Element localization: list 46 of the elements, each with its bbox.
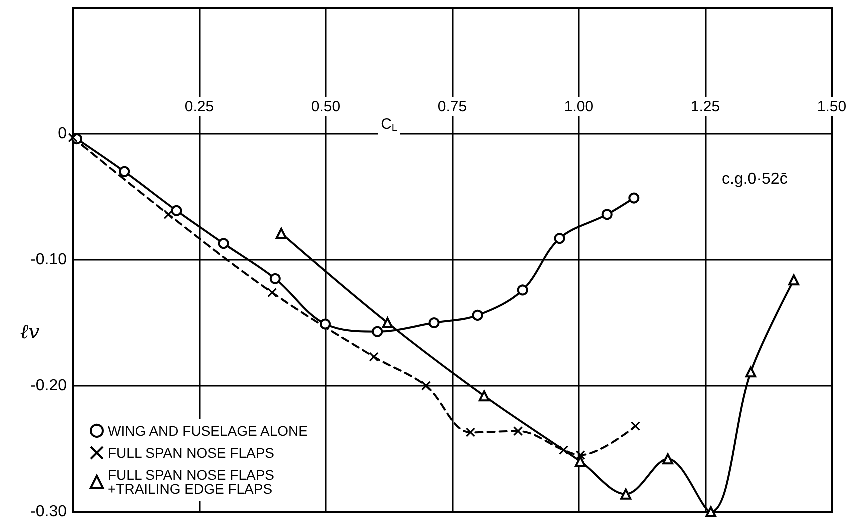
annotation: c.g.0·52c̄ — [722, 170, 788, 188]
point — [218, 238, 230, 250]
point — [119, 166, 130, 178]
y-tick-label: 0 — [58, 126, 68, 142]
y-axis-title: ℓv — [20, 320, 41, 344]
point — [472, 310, 484, 321]
point — [620, 488, 632, 500]
point — [788, 274, 800, 286]
point — [706, 506, 717, 518]
point — [576, 450, 586, 460]
point — [428, 318, 440, 328]
legend-label: FULL SPAN NOSE FLAPS — [108, 445, 274, 461]
point — [630, 422, 640, 432]
legend-label: WING AND FUSELAGE ALONE — [108, 423, 308, 439]
point — [662, 454, 674, 465]
x-tick-label: 1.50 — [817, 98, 847, 116]
point — [513, 426, 524, 436]
point — [575, 456, 586, 468]
point — [320, 318, 331, 330]
x-tick-label: 1.00 — [564, 98, 594, 116]
point — [270, 273, 281, 284]
legend-label: FULL SPAN NOSE FLAPS +TRAILING EDGE FLAPS — [108, 467, 274, 497]
point — [478, 390, 490, 402]
point — [171, 205, 182, 216]
point — [554, 233, 566, 244]
point — [369, 352, 379, 362]
point — [421, 381, 431, 391]
point — [382, 318, 394, 328]
y-tick-label: -0.30 — [30, 504, 68, 520]
x-tick-label: 0.75 — [438, 98, 468, 116]
y-tick-label: -0.10 — [30, 252, 68, 268]
point — [164, 210, 174, 220]
point — [746, 366, 757, 378]
y-tick-label: -0.20 — [30, 378, 68, 394]
x-tick-label: 0.50 — [311, 98, 341, 116]
point — [628, 192, 640, 204]
point — [68, 132, 78, 143]
point — [602, 209, 613, 220]
point — [466, 428, 476, 438]
point — [372, 326, 384, 338]
point — [268, 288, 278, 298]
point — [276, 228, 287, 240]
x-tick-label: 0.25 — [184, 98, 214, 116]
x-tick-label: 1.25 — [690, 98, 720, 116]
point — [517, 284, 528, 296]
point — [559, 445, 569, 456]
